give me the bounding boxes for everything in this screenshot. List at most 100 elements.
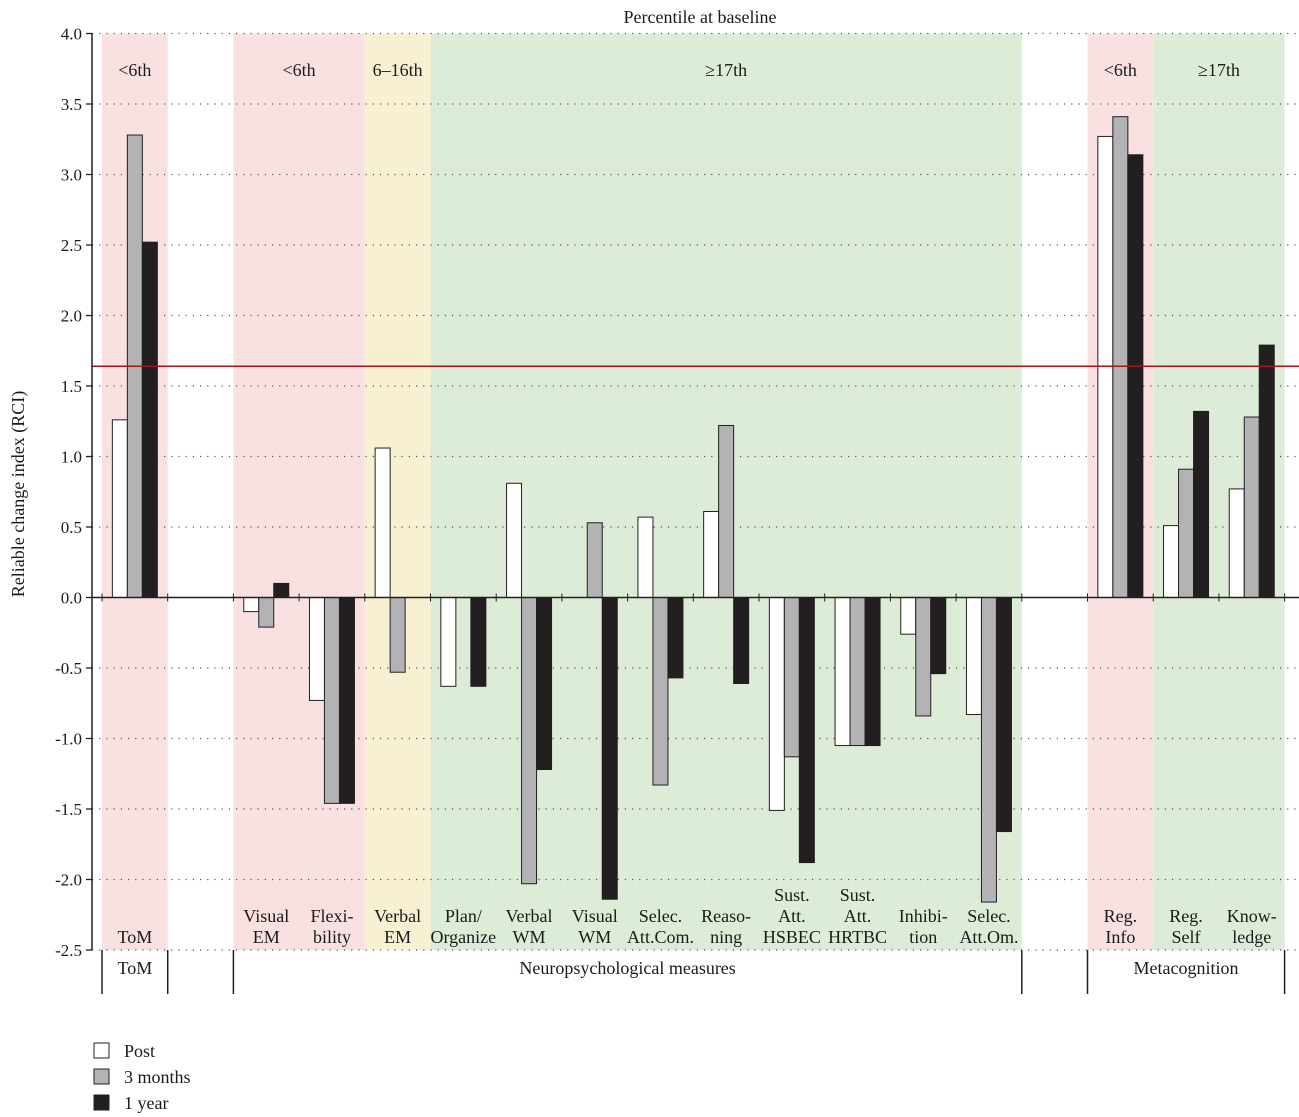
bar-post-10 [768,597,785,811]
bar-post-5 [440,597,457,687]
category-label-0-0: ToM [117,927,152,947]
band-1 [233,33,365,950]
category-label-2-0: Visual [243,906,289,926]
y-tick-label-10: -1.0 [55,730,82,749]
category-label-11-0: Sust. [840,885,876,905]
bar-3-months-9 [718,424,735,599]
category-label-7-1: WM [578,927,611,947]
band-label-0: <6th [118,60,151,80]
bar-post-16 [1163,525,1180,599]
bar-1-year-6 [536,597,553,771]
y-tick-label-7: 0.5 [61,518,82,537]
bar-3-months-11 [849,597,866,747]
y-tick-label-13: -2.5 [55,941,82,960]
y-tick-label-0: 4.0 [61,25,82,44]
category-label-16-1: Self [1172,927,1201,947]
category-label-8-1: Att.Com. [627,927,694,947]
y-tick-label-4: 2.0 [61,307,82,326]
category-label-12-1: tion [909,927,937,947]
band-label-3: ≥17th [705,60,747,80]
category-label-16-0: Reg. [1169,906,1203,926]
category-label-7-0: Visual [572,906,618,926]
bar-1-year-7 [601,597,618,900]
bar-1-year-15 [1127,154,1144,598]
bar-1-year-8 [667,597,684,679]
bar-post-6 [506,482,523,599]
group-label-2: Metacognition [1134,958,1239,978]
bar-3-months-13 [980,597,997,903]
axes [86,32,1299,994]
bar-3-months-2 [258,597,275,628]
category-label-9-0: Reaso- [701,906,751,926]
category-label-12-0: Inhibi- [899,906,948,926]
category-label-4-0: Verbal [374,906,421,926]
category-label-3-1: bility [313,927,351,947]
bar-1-year-10 [798,597,815,864]
band-label-5: ≥17th [1198,60,1240,80]
category-label-8-0: Selec. [639,906,682,926]
category-label-10-1: Att. [778,906,806,926]
bar-post-4 [374,447,391,599]
bar-post-11 [834,597,851,747]
band-label-2: 6–16th [373,60,423,80]
category-label-6-1: WM [513,927,546,947]
legend-swatch-2 [93,1094,110,1111]
bar-3-months-8 [652,597,669,786]
bar-3-months-16 [1178,468,1195,598]
y-tick-label-5: 1.5 [61,377,82,396]
legend: Post 3 months 1 year [93,1041,191,1113]
y-tick-label-9: -0.5 [55,659,82,678]
bar-post-9 [703,510,720,598]
bar-3-months-17 [1243,416,1260,598]
legend-swatch-0 [93,1042,110,1059]
y-tick-label-12: -2.0 [55,871,82,890]
category-label-15-0: Reg. [1104,906,1138,926]
band-label-4: <6th [1104,60,1137,80]
y-tick-label-2: 3.0 [61,166,82,185]
labels: <6th <6th 6–16th ≥17th <6th ≥17th 4.0 3.5 3.0 2.5… [55,25,1277,979]
category-label-10-0: Sust. [774,885,810,905]
bar-post-3 [308,597,325,701]
bar-3-months-3 [323,597,340,804]
category-label-3-0: Flexi- [310,906,353,926]
category-label-17-1: ledge [1232,927,1271,947]
category-label-13-1: Att.Om. [959,927,1018,947]
y-axis-label: Reliable change index (RCI) [8,391,29,597]
bar-post-17 [1228,488,1245,598]
bar-1-year-2 [273,582,290,599]
legend-label-0: Post [124,1041,155,1061]
y-tick-label-8: 0.0 [61,589,82,608]
bar-3-months-12 [915,597,932,717]
bar-3-months-4 [389,597,406,673]
category-label-5-1: Organize [431,927,497,947]
bar-3-months-15 [1112,116,1129,598]
category-label-11-1: Att. [844,906,872,926]
bar-3-months-10 [783,597,800,758]
category-label-17-0: Know- [1227,906,1277,926]
category-label-2-1: EM [253,927,280,947]
bar-post-12 [900,597,917,635]
legend-label-1: 3 months [124,1067,191,1087]
bar-1-year-9 [733,597,750,685]
bar-1-year-3 [338,597,355,804]
legend-swatch-1 [93,1068,110,1085]
bar-1-year-17 [1258,344,1275,598]
bar-3-months-6 [521,597,538,885]
category-label-11-2: HRTBC [828,927,887,947]
category-label-15-1: Info [1105,927,1135,947]
bar-1-year-0 [141,241,158,598]
band-label-1: <6th [283,60,316,80]
bar-1-year-5 [470,597,487,687]
bar-post-8 [637,516,654,599]
bar-1-year-16 [1193,410,1210,598]
bar-1-year-12 [930,597,947,675]
y-tick-label-3: 2.5 [61,236,82,255]
bar-post-0 [111,419,128,598]
category-label-4-1: EM [384,927,411,947]
category-label-5-0: Plan/ [445,906,482,926]
chart-title: Percentile at baseline [624,7,777,27]
bar-1-year-11 [864,597,881,747]
bar-post-2 [243,597,260,613]
category-label-10-2: HSBEC [763,927,821,947]
